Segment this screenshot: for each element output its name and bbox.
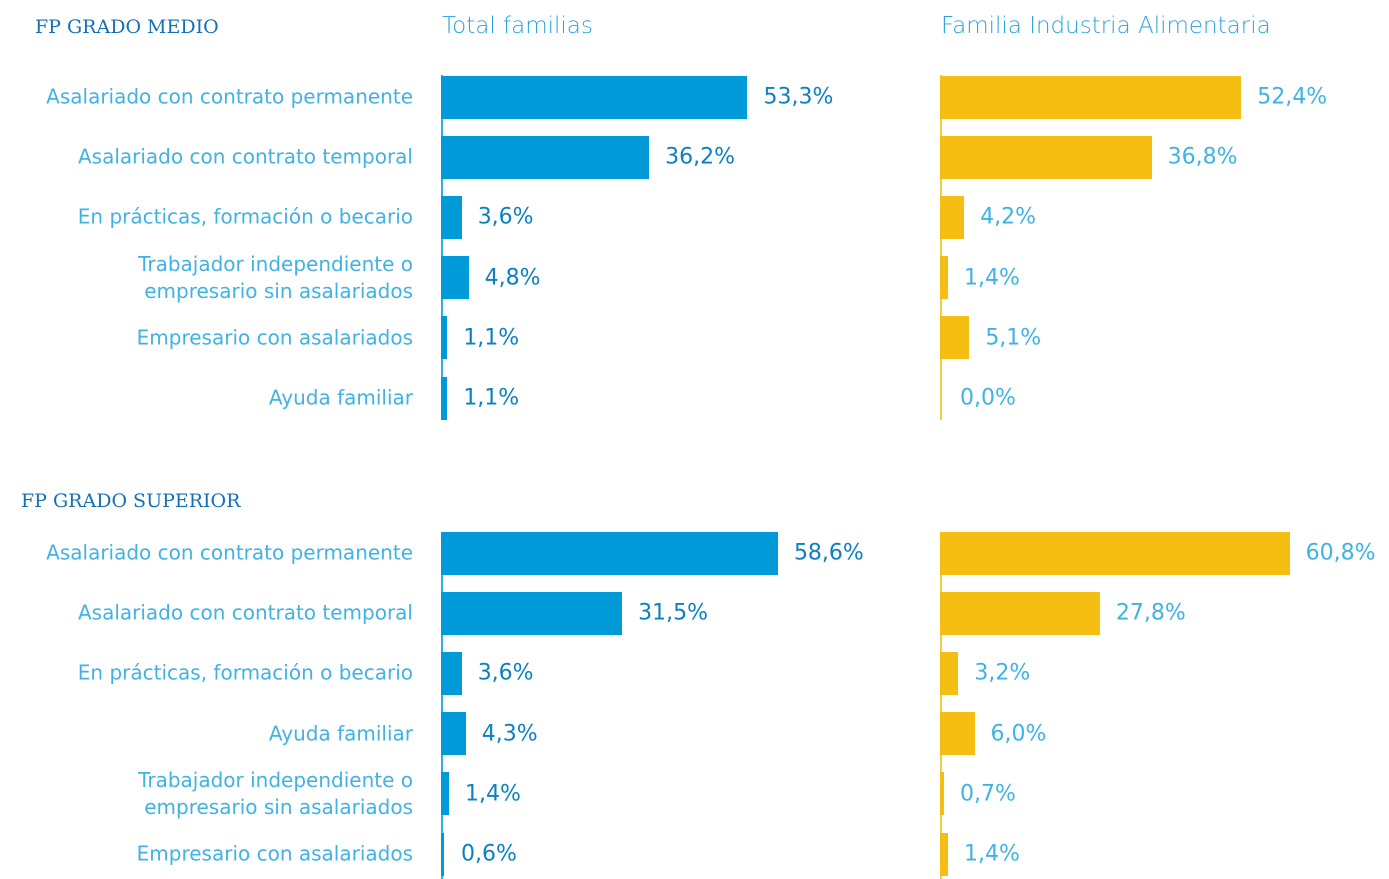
value-label: 4,3% [481,721,538,747]
bar [940,195,965,239]
section-title: FP GRADO SUPERIOR [21,490,241,512]
value-label: 60,8% [1305,540,1376,566]
value-label: 53,3% [763,84,834,110]
bar [441,376,448,420]
bar [441,591,623,635]
value-label: 1,1% [463,385,520,411]
bar [940,832,949,876]
bar [940,316,970,360]
value-label: 0,6% [461,841,517,867]
bar [940,772,945,816]
bar [441,135,650,179]
value-label: 3,2% [974,660,1031,686]
category-label: Asalariado con contrato permanente [46,540,413,565]
value-label: 4,8% [484,265,541,291]
bar [441,316,448,360]
bar [441,712,466,756]
value-label: 1,1% [463,325,520,351]
value-label: 5,1% [985,325,1042,351]
bar [441,832,445,876]
section-title: FP GRADO MEDIO [35,16,219,38]
value-label: 1,4% [964,841,1020,867]
value-label: 3,6% [477,660,534,686]
value-label: 52,4% [1257,84,1328,110]
bar [940,712,975,756]
category-label: Trabajador independiente o empresario si… [138,767,413,819]
category-label: Asalariado con contrato permanente [46,84,413,109]
series-title: Total familias [442,13,593,39]
bar [940,531,1290,575]
category-label: Empresario con asalariados [136,841,413,866]
bar [441,75,748,119]
bar [940,651,959,695]
value-label: 4,2% [980,204,1037,230]
axis-line [441,532,443,879]
value-label: 3,6% [477,204,534,230]
category-label: En prácticas, formación o becario [77,204,413,229]
category-label: Trabajador independiente o empresario si… [138,251,413,303]
value-label: 1,4% [465,781,521,807]
category-label: Asalariado con contrato temporal [77,600,413,625]
value-label: 0,0% [960,385,1016,411]
axis-line [940,75,942,420]
value-label: 36,2% [665,144,736,170]
bar [940,75,1242,119]
category-label: En prácticas, formación o becario [77,660,413,685]
bar [940,135,1152,179]
bar [441,651,462,695]
value-label: 6,0% [990,721,1047,747]
category-label: Asalariado con contrato temporal [77,144,413,169]
value-label: 58,6% [793,540,864,566]
bar [441,531,778,575]
axis-line [441,75,443,420]
value-label: 0,7% [960,781,1016,807]
bar [940,256,949,300]
series-title: Familia Industria Alimentaria [941,13,1271,39]
bar [441,256,469,300]
category-label: Empresario con asalariados [136,325,413,350]
axis-line [940,532,942,879]
value-label: 1,4% [964,265,1020,291]
value-label: 36,8% [1167,144,1238,170]
value-label: 31,5% [638,600,709,626]
bar [441,772,450,816]
category-label: Ayuda familiar [268,721,413,746]
bar [441,195,462,239]
bar [940,591,1100,635]
value-label: 27,8% [1115,600,1186,626]
category-label: Ayuda familiar [268,385,413,410]
